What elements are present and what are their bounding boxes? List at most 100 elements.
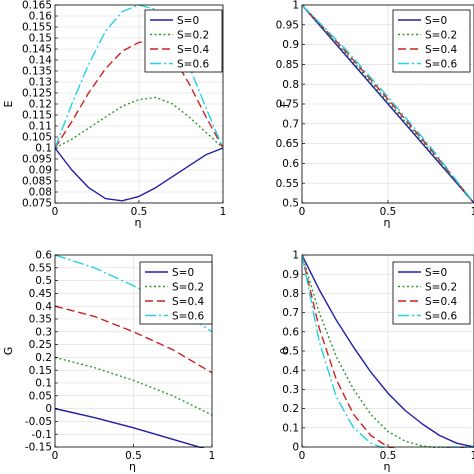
x-axis-label: η: [129, 460, 136, 473]
series-line-S-0: [55, 407, 205, 448]
y-axis-label: E: [2, 100, 15, 107]
y-tick-label: 0.15: [29, 33, 52, 45]
y-tick-label: 0.16: [29, 11, 53, 23]
y-tick-label: 0.1: [35, 143, 52, 155]
legend-label: S=0.4: [425, 44, 457, 56]
y-tick-label: 0.4: [35, 301, 52, 313]
legend-label: S=0.6: [172, 310, 204, 322]
y-tick-label: 0.4: [282, 365, 299, 377]
legend-label: S=0.6: [425, 58, 457, 70]
series-line-S-0-2: [55, 356, 212, 416]
y-tick-label: 0.3: [282, 384, 299, 396]
series-line-S-0: [55, 147, 223, 202]
y-tick-label: 0.45: [29, 288, 52, 300]
series-line-S-0-2: [302, 254, 474, 448]
y-tick-label: 0.13: [29, 77, 52, 89]
y-tick-label: 0.11: [29, 121, 52, 133]
legend-label: S=0: [177, 15, 199, 27]
y-tick-label: 1: [292, 0, 299, 12]
legend-label: S=0: [425, 15, 447, 27]
legend-label: S=0: [425, 267, 447, 279]
legend-label: S=0.4: [172, 296, 204, 308]
x-tick-label: 1: [471, 206, 474, 218]
y-tick-label: 0.2: [282, 403, 299, 415]
y-axis-label: G: [2, 347, 15, 356]
series-line-S-0-4: [55, 39, 223, 149]
series-line-S-0: [302, 4, 474, 204]
y-tick-label: 0.6: [35, 250, 52, 262]
y-tick-label: 0: [45, 403, 52, 415]
x-tick-label: 0.5: [380, 206, 397, 218]
y-axis-label: F: [278, 101, 291, 107]
x-tick-label: 0: [52, 450, 59, 462]
y-tick-label: 0.135: [22, 66, 52, 78]
y-tick-label: 0.5: [282, 198, 299, 210]
x-tick-label: 0.5: [380, 450, 397, 462]
y-tick-label: 0.5: [282, 346, 299, 358]
series-line-S-0-6: [55, 254, 212, 333]
y-tick-label: 1: [292, 250, 299, 262]
y-tick-label: 0.55: [276, 178, 299, 190]
y-tick-label: 0.09: [29, 165, 52, 177]
series-line-S-0-4: [55, 305, 212, 374]
y-tick-label: -0.1: [32, 429, 53, 441]
legend-label: S=0.2: [172, 281, 204, 293]
x-axis-label: η: [384, 460, 391, 473]
y-tick-label: 0.12: [29, 99, 52, 111]
y-tick-label: 0: [292, 442, 299, 454]
legend-label: S=0.4: [177, 44, 209, 56]
y-tick-label: 0.75: [276, 99, 299, 111]
series-line-S-0-2: [55, 96, 223, 149]
legend: S=0 S=0.2 S=0.4 S=0.6: [144, 9, 223, 73]
y-tick-label: 0.155: [22, 22, 52, 34]
y-tick-label: 0.25: [29, 339, 52, 351]
legend-label: S=0.2: [425, 29, 457, 41]
x-axis-label: η: [384, 216, 391, 229]
legend: S=0 S=0.2 S=0.4 S=0.6: [139, 261, 213, 325]
legend-label: S=0.2: [177, 29, 209, 41]
x-tick-label: 1: [471, 450, 474, 462]
y-tick-label: 0.3: [35, 326, 52, 338]
x-tick-label: 0.5: [131, 206, 148, 218]
y-tick-label: 0.095: [22, 154, 52, 166]
x-axis-label: η: [135, 216, 142, 229]
series-line-S-0-4: [302, 4, 474, 204]
y-tick-label: 0.6: [282, 158, 299, 170]
legend: S=0 S=0.2 S=0.4 S=0.6: [392, 9, 471, 73]
chart-G: -0.15-0.1-0.0500.050.10.150.20.250.30.35…: [2, 250, 215, 473]
y-tick-label: -0.05: [25, 416, 52, 428]
y-tick-label: 0.8: [282, 288, 299, 300]
y-tick-label: 0.075: [22, 198, 52, 210]
legend-label: S=0.6: [425, 310, 457, 322]
y-tick-label: 0.1: [282, 422, 299, 434]
y-tick-label: 0.55: [29, 262, 52, 274]
legend-label: S=0.6: [177, 58, 209, 70]
y-tick-label: 0.14: [29, 55, 53, 67]
legend-label: S=0.4: [425, 296, 457, 308]
series-line-S-0-2: [302, 4, 474, 204]
y-tick-label: 0.2: [35, 352, 52, 364]
x-tick-label: 0.5: [125, 450, 142, 462]
y-tick-label: 0.145: [22, 44, 52, 56]
y-tick-label: 0.125: [22, 88, 52, 100]
y-tick-label: 0.5: [35, 275, 52, 287]
y-tick-label: 0.7: [282, 307, 299, 319]
y-axis-label: θ: [278, 347, 291, 354]
x-tick-label: 1: [220, 206, 227, 218]
x-tick-label: 0: [299, 206, 306, 218]
series-line-S-0: [302, 254, 474, 448]
y-tick-label: 0.8: [282, 79, 299, 91]
x-tick-label: 1: [209, 450, 216, 462]
y-tick-label: 0.95: [276, 19, 299, 31]
y-tick-label: 0.15: [29, 365, 52, 377]
y-tick-label: 0.1: [35, 378, 52, 390]
y-tick-label: 0.05: [29, 390, 52, 402]
y-tick-label: 0.6: [282, 326, 299, 338]
y-tick-label: 0.115: [22, 110, 52, 122]
chart-E: 0.0750.080.0850.090.0950.10.1050.110.115…: [2, 0, 226, 229]
y-tick-label: 0.08: [29, 187, 52, 199]
y-tick-label: 0.9: [282, 269, 299, 281]
y-tick-label: 0.85: [276, 59, 299, 71]
legend: S=0 S=0.2 S=0.4 S=0.6: [392, 261, 471, 325]
